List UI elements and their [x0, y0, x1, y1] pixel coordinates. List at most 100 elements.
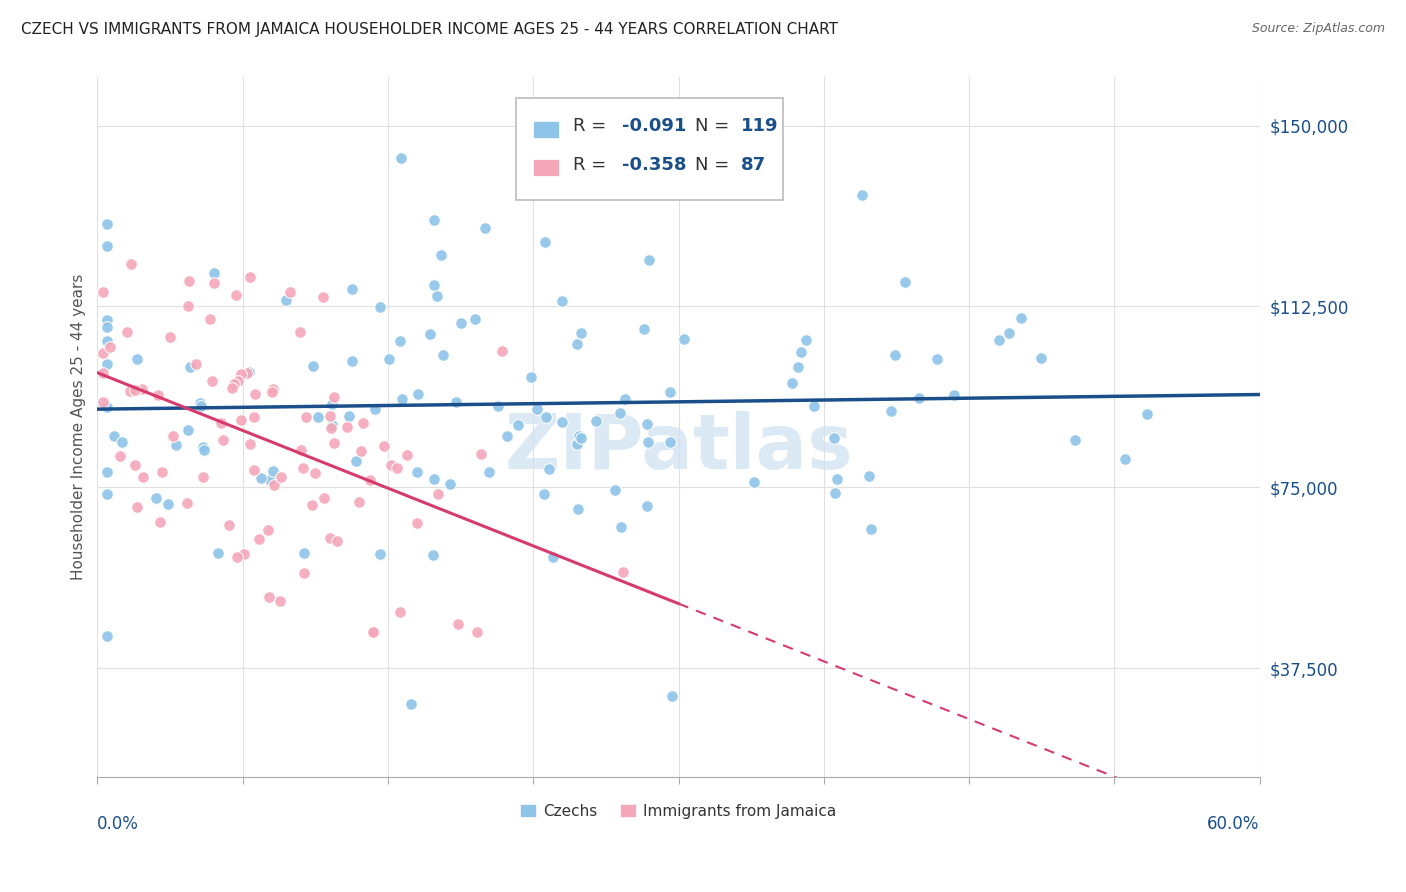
Point: [439, 477, 461, 491]
Point: [349, 494, 371, 508]
Point: [96, 239, 118, 253]
Text: 87: 87: [741, 156, 766, 174]
Point: [274, 293, 297, 308]
Point: [225, 288, 247, 302]
Point: [103, 429, 125, 443]
Point: [270, 469, 292, 483]
Point: [787, 360, 810, 375]
Point: [162, 429, 184, 443]
Point: [292, 546, 315, 560]
Point: [96, 313, 118, 327]
Point: [790, 345, 813, 359]
Point: [368, 547, 391, 561]
Point: [96, 334, 118, 348]
Point: [569, 431, 592, 445]
Legend: Czechs, Immigrants from Jamaica: Czechs, Immigrants from Jamaica: [515, 797, 842, 825]
Point: [423, 212, 446, 227]
Point: [422, 548, 444, 562]
Point: [359, 473, 381, 487]
Point: [425, 289, 447, 303]
Point: [176, 423, 198, 437]
Point: [145, 491, 167, 506]
Point: [388, 605, 411, 619]
Point: [157, 497, 180, 511]
Point: [319, 409, 342, 423]
Point: [259, 591, 281, 605]
Point: [565, 437, 588, 451]
Point: [1136, 407, 1159, 421]
Point: [389, 151, 412, 165]
Point: [96, 487, 118, 501]
Point: [239, 437, 262, 451]
Point: [307, 409, 329, 424]
Text: 0.0%: 0.0%: [97, 815, 139, 833]
Point: [96, 358, 118, 372]
Text: 60.0%: 60.0%: [1208, 815, 1260, 833]
Point: [536, 410, 558, 425]
Point: [465, 624, 488, 639]
Point: [91, 395, 114, 409]
Point: [269, 594, 291, 608]
Point: [191, 440, 214, 454]
Point: [96, 217, 118, 231]
Point: [426, 487, 449, 501]
Point: [238, 365, 260, 379]
Point: [429, 248, 451, 262]
Point: [159, 329, 181, 343]
Point: [363, 624, 385, 639]
Point: [323, 391, 346, 405]
Point: [176, 496, 198, 510]
Point: [96, 400, 118, 414]
Text: ZIPatlas: ZIPatlas: [505, 411, 853, 485]
Point: [423, 471, 446, 485]
Point: [177, 299, 200, 313]
Text: N =: N =: [695, 156, 730, 174]
Point: [242, 410, 264, 425]
Point: [292, 460, 315, 475]
Point: [322, 436, 344, 450]
Point: [610, 520, 633, 534]
Point: [326, 534, 349, 549]
Text: Source: ZipAtlas.com: Source: ZipAtlas.com: [1251, 22, 1385, 36]
Point: [239, 269, 262, 284]
Point: [249, 471, 271, 485]
Point: [569, 326, 592, 340]
Point: [96, 319, 118, 334]
Point: [373, 439, 395, 453]
Point: [1114, 452, 1136, 467]
Point: [352, 417, 374, 431]
Point: [385, 461, 408, 475]
Point: [202, 276, 225, 290]
Point: [198, 311, 221, 326]
Point: [364, 401, 387, 416]
Point: [207, 546, 229, 560]
Point: [149, 515, 172, 529]
Point: [389, 334, 412, 349]
Point: [120, 257, 142, 271]
Point: [256, 524, 278, 538]
Point: [304, 466, 326, 480]
Bar: [533, 159, 558, 176]
Point: [125, 351, 148, 366]
Point: [391, 392, 413, 407]
Point: [344, 453, 367, 467]
Point: [337, 409, 360, 423]
Point: [292, 566, 315, 580]
Point: [120, 384, 142, 399]
Text: N =: N =: [695, 118, 730, 136]
Point: [447, 617, 470, 632]
Point: [794, 333, 817, 347]
Point: [222, 377, 245, 392]
Point: [288, 325, 311, 339]
Point: [526, 401, 548, 416]
Point: [395, 448, 418, 462]
Point: [860, 522, 883, 536]
Point: [302, 359, 325, 374]
Point: [340, 354, 363, 368]
Y-axis label: Householder Income Ages 25 - 44 years: Householder Income Ages 25 - 44 years: [72, 274, 86, 580]
Point: [1063, 434, 1085, 448]
Point: [340, 282, 363, 296]
FancyBboxPatch shape: [516, 98, 783, 200]
Point: [780, 376, 803, 390]
Point: [432, 348, 454, 362]
